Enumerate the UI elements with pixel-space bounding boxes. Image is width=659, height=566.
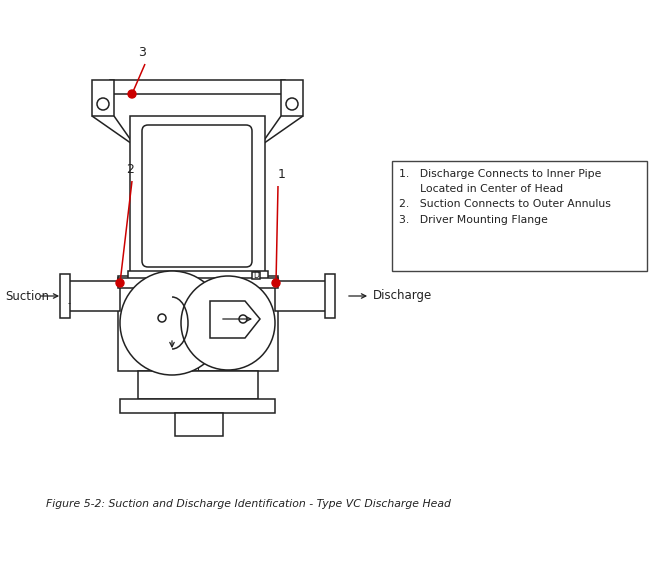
Circle shape	[120, 271, 224, 375]
Bar	[60, 274, 70, 318]
Circle shape	[128, 90, 136, 98]
Bar	[118, 278, 278, 288]
Bar	[120, 399, 275, 413]
Text: 1.   Discharge Connects to Inner Pipe
      Located in Center of Head
2.   Sucti: 1. Discharge Connects to Inner Pipe Loca…	[399, 169, 611, 225]
Bar	[128, 271, 268, 281]
Bar	[138, 371, 258, 399]
Bar	[92, 80, 114, 116]
Polygon shape	[210, 301, 260, 338]
Bar	[130, 116, 265, 276]
Circle shape	[116, 279, 124, 287]
Text: Discharge: Discharge	[373, 289, 432, 302]
Circle shape	[239, 315, 247, 323]
Bar	[118, 276, 278, 371]
Bar	[110, 80, 285, 94]
Text: 2: 2	[126, 163, 134, 176]
Text: 1: 1	[278, 168, 286, 181]
Text: 3: 3	[138, 46, 146, 59]
Circle shape	[158, 314, 166, 322]
Bar	[252, 272, 260, 279]
Circle shape	[97, 98, 109, 110]
Bar	[68, 281, 120, 311]
Circle shape	[286, 98, 298, 110]
Text: Suction: Suction	[5, 289, 49, 302]
Bar	[392, 161, 647, 271]
Text: Figure 5-2: Suction and Discharge Identification - Type VC Discharge Head: Figure 5-2: Suction and Discharge Identi…	[45, 499, 451, 509]
Bar	[275, 281, 327, 311]
Bar	[175, 413, 223, 436]
Circle shape	[181, 276, 275, 370]
FancyBboxPatch shape	[142, 125, 252, 267]
Bar	[325, 274, 335, 318]
Circle shape	[272, 279, 280, 287]
Bar	[281, 80, 303, 116]
Text: D: D	[253, 271, 259, 280]
